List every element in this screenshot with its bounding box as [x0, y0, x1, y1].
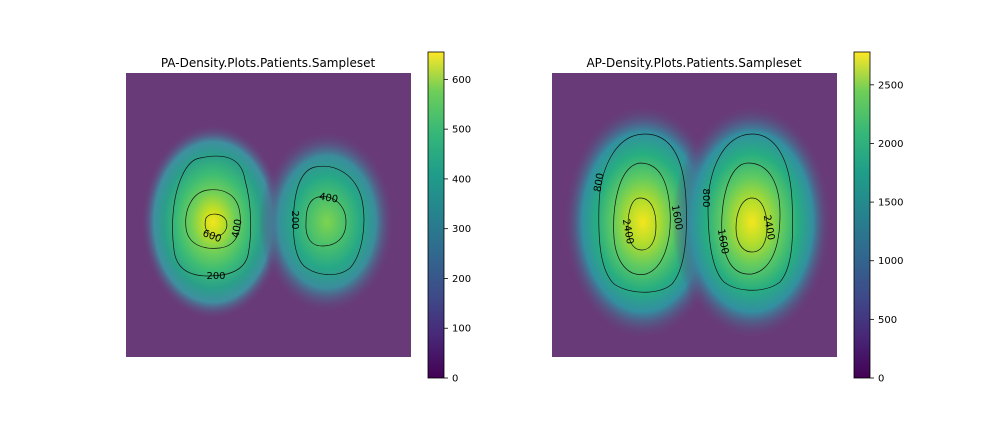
- ap-contour-2400-right: [735, 197, 768, 253]
- ap-colorbar-tick-label: 1000: [878, 256, 903, 267]
- ap-contour-800-left: [598, 133, 687, 293]
- pa-heatmap-image: [126, 73, 411, 357]
- ap-colorbar-tick-label: 2000: [878, 139, 903, 150]
- pa-colorbar-tick-label: 600: [452, 75, 471, 86]
- pa-contour-600: [204, 213, 228, 237]
- ap-colorbar-tick-label: 2500: [878, 80, 903, 91]
- pa-colorbar-tick-label: 200: [452, 274, 471, 285]
- pa-colorbar-tick-label: 500: [452, 125, 471, 136]
- pa-heatmap-panel: PA-Density.Plots.Patients.Sampleset 200 …: [126, 51, 471, 385]
- pa-colorbar-tick-label: 100: [452, 324, 471, 335]
- pa-contour-200-left: [172, 155, 252, 277]
- pa-chart-title: PA-Density.Plots.Patients.Sampleset: [161, 56, 376, 70]
- pa-colorbar-ticks: 0 100 200 300 400 500 600: [444, 75, 471, 385]
- ap-colorbar-ticks: 0 500 1000 1500 2000 2500: [870, 80, 903, 385]
- ap-contour-label: 800: [700, 188, 711, 207]
- ap-density-blob-right: [672, 104, 832, 340]
- ap-contours: [598, 133, 794, 293]
- pa-density-blob-left: [141, 124, 285, 320]
- pa-contour-400-left: [185, 189, 241, 249]
- pa-contours: [172, 155, 365, 277]
- pa-contour-label: 400: [318, 191, 339, 205]
- ap-colorbar-tick-label: 0: [878, 374, 884, 385]
- pa-colorbar: 0 100 200 300 400 500 600: [427, 51, 471, 385]
- ap-contour-label: 1600: [669, 204, 684, 231]
- ap-heatmap-panel: AP-Density.Plots.Patients.Sampleset 800 …: [552, 51, 903, 385]
- pa-contour-400-right: [305, 196, 347, 247]
- pa-contour-label: 200: [289, 210, 300, 229]
- pa-colorbar-tick-label: 0: [452, 374, 458, 385]
- ap-colorbar-tick-label: 1500: [878, 198, 903, 209]
- pa-contour-label: 400: [230, 218, 244, 239]
- ap-chart-title: AP-Density.Plots.Patients.Sampleset: [586, 56, 801, 70]
- pa-contour-label: 200: [206, 271, 225, 282]
- pa-colorbar-tick-label: 400: [452, 174, 471, 185]
- ap-contour-label: 2400: [620, 218, 635, 245]
- pa-colorbar-tick-label: 300: [452, 224, 471, 235]
- ap-colorbar: 0 500 1000 1500 2000 2500: [853, 51, 903, 385]
- pa-contour-200-right: [292, 165, 365, 275]
- ap-contour-label: 1600: [715, 228, 730, 255]
- ap-colorbar-tick-label: 500: [878, 315, 897, 326]
- ap-contour-label: 800: [592, 172, 606, 193]
- ap-contour-labels: 800 800 1600 1600 2400 2400: [592, 172, 776, 255]
- ap-contour-1600-right: [721, 162, 781, 275]
- ap-contour-label: 2400: [761, 214, 776, 241]
- ap-heatmap-image: [552, 73, 837, 357]
- ap-contour-1600-left: [613, 162, 671, 275]
- ap-contour-2400-left: [627, 197, 657, 251]
- pa-density-blob-right: [259, 130, 395, 314]
- ap-contour-800-right: [707, 133, 794, 291]
